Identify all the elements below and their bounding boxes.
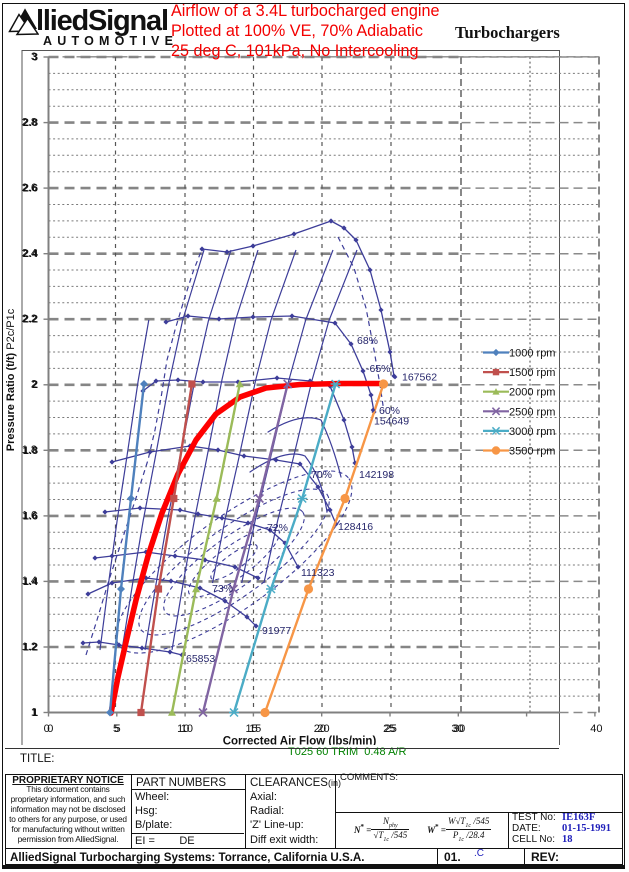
svg-text:1.2: 1.2 bbox=[23, 642, 38, 654]
svg-text:65853: 65853 bbox=[186, 653, 215, 665]
svg-text:154649: 154649 bbox=[374, 416, 409, 428]
svg-text:2.8: 2.8 bbox=[23, 117, 38, 129]
svg-text:1.2: 1.2 bbox=[22, 641, 37, 653]
svg-text:25: 25 bbox=[383, 723, 395, 735]
svg-text:5: 5 bbox=[113, 723, 119, 735]
svg-text:167562: 167562 bbox=[402, 372, 437, 384]
svg-text:111323: 111323 bbox=[301, 567, 335, 579]
svg-text:2.4: 2.4 bbox=[23, 248, 39, 260]
svg-text:2.2: 2.2 bbox=[23, 314, 38, 326]
svg-text:20: 20 bbox=[317, 723, 329, 735]
svg-text:60%: 60% bbox=[379, 405, 400, 417]
svg-text:3: 3 bbox=[32, 52, 38, 64]
svg-text:1.8: 1.8 bbox=[23, 445, 38, 457]
svg-text:1.6: 1.6 bbox=[23, 510, 38, 522]
svg-text:25: 25 bbox=[385, 723, 397, 735]
svg-text:2.8: 2.8 bbox=[22, 116, 37, 128]
svg-text:1500 rpm: 1500 rpm bbox=[509, 367, 555, 379]
svg-text:1.4: 1.4 bbox=[22, 575, 37, 587]
svg-text:Pressure Ratio (t/t) P2c/P1c: Pressure Ratio (t/t) P2c/P1c bbox=[5, 308, 17, 451]
svg-text:-65%: -65% bbox=[366, 363, 391, 375]
svg-text:2500 rpm: 2500 rpm bbox=[509, 406, 555, 418]
svg-text:2000 rpm: 2000 rpm bbox=[509, 387, 555, 399]
svg-text:30: 30 bbox=[451, 723, 463, 735]
svg-text:15: 15 bbox=[245, 723, 257, 735]
svg-text:1: 1 bbox=[32, 707, 38, 719]
svg-text:40: 40 bbox=[590, 723, 602, 735]
svg-text:20: 20 bbox=[314, 723, 326, 735]
svg-text:1: 1 bbox=[31, 706, 37, 718]
svg-text:2.6: 2.6 bbox=[23, 183, 38, 195]
svg-text:142198: 142198 bbox=[359, 469, 394, 481]
svg-text:15: 15 bbox=[249, 723, 261, 735]
svg-text:2: 2 bbox=[31, 379, 37, 391]
svg-text:10: 10 bbox=[181, 723, 193, 735]
svg-text:Corrected Air Flow (lbs/min): Corrected Air Flow (lbs/min) bbox=[223, 736, 377, 746]
svg-text:10: 10 bbox=[177, 723, 189, 735]
svg-text:91977: 91977 bbox=[262, 625, 291, 637]
svg-text:2.6: 2.6 bbox=[22, 182, 37, 194]
svg-text:0: 0 bbox=[44, 723, 50, 735]
svg-text:3000 rpm: 3000 rpm bbox=[509, 426, 555, 438]
svg-text:3: 3 bbox=[31, 51, 37, 63]
svg-text:2.4: 2.4 bbox=[22, 248, 37, 260]
svg-text:70%: 70% bbox=[311, 469, 332, 481]
svg-text:2.2: 2.2 bbox=[22, 313, 37, 325]
svg-text:68%: 68% bbox=[357, 335, 378, 347]
svg-text:1.6: 1.6 bbox=[22, 510, 37, 522]
svg-text:72%: 72% bbox=[267, 522, 288, 534]
svg-text:30: 30 bbox=[453, 723, 465, 735]
svg-text:128416: 128416 bbox=[338, 521, 373, 533]
svg-text:3500 rpm: 3500 rpm bbox=[509, 446, 555, 458]
svg-text:2: 2 bbox=[32, 379, 38, 391]
svg-text:73%: 73% bbox=[212, 583, 233, 595]
svg-text:1000 rpm: 1000 rpm bbox=[509, 348, 555, 360]
svg-text:1.4: 1.4 bbox=[23, 576, 39, 588]
svg-text:0: 0 bbox=[47, 723, 53, 735]
svg-text:5: 5 bbox=[115, 723, 121, 735]
svg-text:1.8: 1.8 bbox=[22, 444, 37, 456]
